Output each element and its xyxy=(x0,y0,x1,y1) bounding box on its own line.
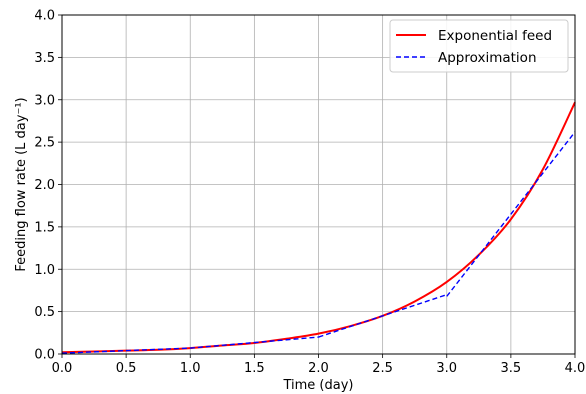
plot-lines xyxy=(61,101,576,354)
x-axis-ticks: 0.0 0.5 1.0 1.5 2.0 2.5 3.0 3.5 4.0 xyxy=(52,354,586,376)
x-tick-label: 3.5 xyxy=(501,361,522,376)
x-tick-label: 0.0 xyxy=(52,361,73,376)
y-tick-label: 4.0 xyxy=(34,9,55,24)
y-tick-label: 0.5 xyxy=(34,305,55,320)
legend-box xyxy=(389,19,569,73)
legend-label-approximation: Approximation xyxy=(438,50,537,66)
x-axis-label: Time (day) xyxy=(282,378,353,393)
approximation-line-segment xyxy=(318,294,447,338)
approximation-line-segment xyxy=(446,131,576,297)
x-tick-label: 2.0 xyxy=(308,361,329,376)
exponential-feed-line xyxy=(61,101,576,354)
y-tick-label: 3.0 xyxy=(34,93,55,108)
y-tick-label: 0.0 xyxy=(34,348,55,363)
y-tick-label: 3.5 xyxy=(34,51,55,66)
x-tick-label: 2.5 xyxy=(372,361,393,376)
legend: Exponential feed Approximation xyxy=(389,19,569,73)
x-tick-label: 3.0 xyxy=(436,361,457,376)
y-tick-label: 1.0 xyxy=(34,263,55,278)
y-tick-label: 1.5 xyxy=(34,220,55,235)
approximation-line-segment xyxy=(61,336,319,354)
y-tick-label: 2.5 xyxy=(34,136,55,151)
y-axis-label: Feeding flow rate (L day⁻¹) xyxy=(14,97,29,271)
x-tick-label: 0.5 xyxy=(116,361,137,376)
x-tick-label: 1.0 xyxy=(180,361,201,376)
x-tick-label: 1.5 xyxy=(244,361,265,376)
y-axis-ticks: 0.0 0.5 1.0 1.5 2.0 2.5 3.0 3.5 4.0 xyxy=(34,9,62,363)
y-tick-label: 2.0 xyxy=(34,178,55,193)
x-tick-label: 4.0 xyxy=(565,361,586,376)
legend-label-exponential: Exponential feed xyxy=(438,28,552,44)
